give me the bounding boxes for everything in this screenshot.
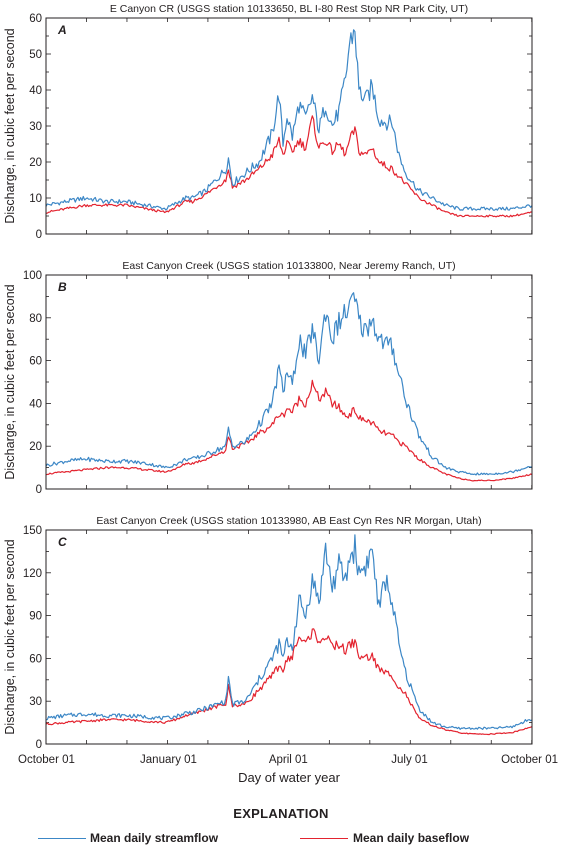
- panel-c-ytick-label: 150: [23, 525, 42, 537]
- panel-a-ytick-label: 20: [29, 157, 42, 169]
- panel-a-letter: A: [57, 23, 67, 37]
- y-axis-title: Discharge, in cubic feet per second: [3, 539, 17, 734]
- panel-c-ytick-label: 120: [23, 568, 42, 580]
- panel-c-ytick-label: 90: [29, 611, 42, 623]
- panel-c-baseflow-line: [45, 628, 533, 736]
- legend-swatch-streamflow: [38, 838, 86, 839]
- x-tick-label: July 01: [391, 754, 427, 766]
- panel-b-baseflow-line: [45, 379, 533, 482]
- panel-a-ytick-label: 30: [29, 121, 42, 133]
- panel-c-streamflow-line: [45, 534, 533, 730]
- panel-a-ytick-label: 50: [29, 49, 42, 61]
- panel-a-baseflow-line: [45, 115, 533, 218]
- panel-a-ytick-label: 0: [36, 229, 42, 241]
- x-tick-label: April 01: [269, 754, 308, 766]
- panel-b-ytick-label: 0: [36, 484, 42, 496]
- panel-c-title: East Canyon Creek (USGS station 10133980…: [96, 515, 481, 527]
- panel-b-ytick-label: 40: [29, 398, 42, 410]
- panel-b-ytick-label: 60: [29, 356, 42, 368]
- panel-c-ytick-label: 30: [29, 696, 42, 708]
- legend-title: EXPLANATION: [233, 806, 329, 821]
- legend-label-baseflow: Mean daily baseflow: [353, 831, 470, 845]
- panel-a-title: E Canyon CR (USGS station 10133650, BL I…: [110, 3, 468, 15]
- legend-label-streamflow: Mean daily streamflow: [90, 831, 219, 845]
- y-axis-title: Discharge, in cubic feet per second: [3, 28, 17, 223]
- panel-c-letter: C: [58, 535, 67, 549]
- panel-b-title: East Canyon Creek (USGS station 10133800…: [122, 260, 455, 272]
- panel-c-ytick-label: 60: [29, 653, 42, 665]
- panel-c-frame: [45, 529, 533, 745]
- panel-b-ytick-label: 80: [29, 313, 42, 325]
- panel-b-streamflow-line: [45, 292, 533, 476]
- panel-a-ytick-label: 60: [29, 13, 42, 25]
- panel-c-ytick-label: 0: [36, 739, 42, 751]
- x-tick-label: October 01: [18, 754, 75, 766]
- panel-b-ytick-label: 100: [23, 270, 42, 282]
- panel-b-frame: [45, 274, 533, 490]
- panel-a-ytick-label: 10: [29, 193, 42, 205]
- panel-a-frame: [45, 17, 533, 235]
- x-axis-title: Day of water year: [238, 770, 341, 785]
- panel-b-letter: B: [58, 280, 67, 294]
- y-axis-title: Discharge, in cubic feet per second: [3, 284, 17, 479]
- panel-a-streamflow-line: [45, 29, 533, 211]
- panel-b-ytick-label: 20: [29, 441, 42, 453]
- panel-a-ytick-label: 40: [29, 85, 42, 97]
- x-tick-label: October 01: [501, 754, 558, 766]
- legend-swatch-baseflow: [300, 838, 348, 839]
- x-tick-label: January 01: [140, 754, 197, 766]
